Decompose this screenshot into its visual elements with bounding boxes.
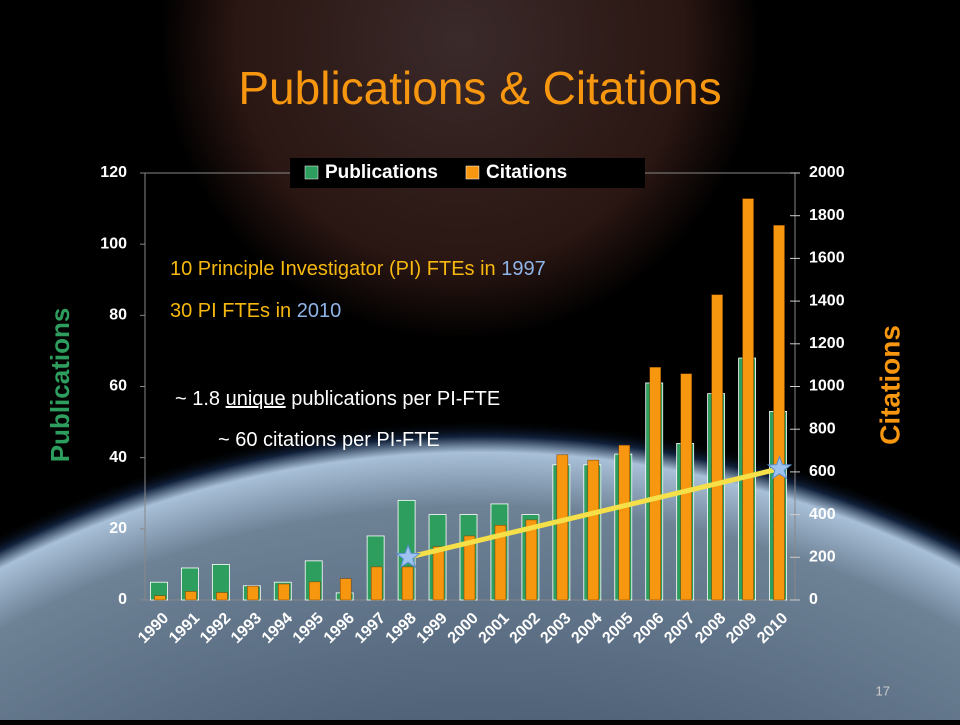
plot: 0204060801001200200400600800100012001400… — [45, 158, 905, 647]
annotation: ~ 1.8 unique publications per PI-FTE — [175, 388, 500, 410]
bar — [711, 294, 723, 601]
slide-title: Publications & Citations — [238, 62, 721, 114]
y2-tick-label: 2000 — [809, 164, 845, 181]
y-tick-label: 40 — [109, 449, 127, 466]
y-axis-title: Publications — [45, 308, 75, 463]
y2-tick-label: 600 — [809, 463, 836, 480]
bar — [742, 198, 754, 601]
y-tick-label: 60 — [109, 378, 127, 395]
page-number: 17 — [876, 683, 890, 698]
legend-swatch — [465, 165, 480, 180]
bar — [247, 585, 259, 601]
bar — [525, 519, 538, 601]
y-tick-label: 100 — [100, 235, 127, 252]
bar — [773, 225, 785, 601]
y2-tick-label: 200 — [809, 549, 836, 566]
y2-tick-label: 800 — [809, 420, 836, 437]
legend-label: Publications — [325, 162, 438, 183]
y2-axis-title: Citations — [874, 325, 905, 445]
bar — [463, 535, 476, 601]
bar — [154, 595, 166, 601]
bar — [339, 578, 352, 601]
y2-tick-label: 1400 — [809, 292, 845, 309]
annotation: ~ 60 citations per PI-FTE — [218, 429, 440, 451]
annotation-part: publications per PI-FTE — [286, 388, 501, 410]
annotation-part: ~ 1.8 — [175, 388, 226, 410]
bar — [370, 566, 383, 601]
y2-tick-label: 1000 — [809, 378, 845, 395]
annotation-part: 10 Principle Investigator (PI) FTEs in — [170, 258, 501, 280]
bar — [278, 583, 290, 601]
bar — [587, 459, 600, 601]
bar — [401, 566, 414, 601]
y-tick-label: 0 — [118, 591, 127, 608]
bar — [556, 454, 569, 601]
trend-star — [395, 543, 421, 569]
bar — [308, 581, 321, 601]
bar — [432, 546, 445, 601]
y2-tick-label: 0 — [809, 591, 818, 608]
y-tick-label: 120 — [100, 164, 127, 181]
bar — [185, 591, 197, 601]
bar — [649, 367, 661, 601]
bar — [680, 373, 692, 601]
y2-tick-label: 1200 — [809, 335, 845, 352]
bar — [618, 444, 631, 601]
y-tick-label: 20 — [109, 520, 127, 537]
bar — [216, 592, 228, 601]
y-tick-label: 80 — [109, 307, 127, 324]
legend-label: Citations — [486, 162, 567, 183]
trend-line — [407, 466, 781, 560]
annotation-part: 30 PI FTEs in — [170, 300, 297, 322]
earth — [0, 380, 960, 720]
y2-tick-label: 1800 — [809, 207, 845, 224]
annotation-part: 1997 — [501, 258, 546, 280]
legend-swatch — [304, 165, 319, 180]
bar — [494, 525, 507, 601]
annotation-part: ~ 60 citations per PI-FTE — [218, 429, 440, 451]
annotation: 10 Principle Investigator (PI) FTEs in 1… — [170, 258, 546, 280]
y2-tick-label: 400 — [809, 506, 836, 523]
annotation-part: unique — [226, 388, 286, 410]
y2-tick-label: 1600 — [809, 250, 845, 267]
annotation-part: 2010 — [297, 300, 342, 322]
trend-star — [766, 455, 793, 480]
annotation: 30 PI FTEs in 2010 — [170, 300, 341, 322]
